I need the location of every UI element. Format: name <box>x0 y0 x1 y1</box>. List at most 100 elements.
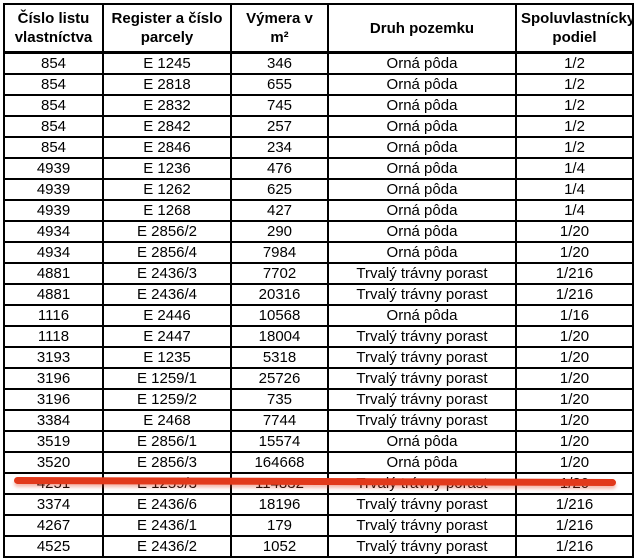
cell-cislo-listu-vlastnictva: 3384 <box>3 409 104 432</box>
cell-vymera-v-m2: 234 <box>230 136 329 159</box>
cell-cislo-listu-vlastnictva: 4267 <box>3 514 104 537</box>
cell-cislo-listu-vlastnictva: 4251 <box>3 472 104 495</box>
cell-vymera-v-m2: 625 <box>230 178 329 201</box>
cell-spoluvlastnicky-podiel: 1/16 <box>515 304 634 327</box>
cell-register-a-cislo-parcely: E 2447 <box>102 325 232 348</box>
cell-spoluvlastnicky-podiel: 1/216 <box>515 535 634 558</box>
cell-vymera-v-m2: 15574 <box>230 430 329 453</box>
cell-vymera-v-m2: 20316 <box>230 283 329 306</box>
cell-spoluvlastnicky-podiel: 1/4 <box>515 199 634 222</box>
cell-vymera-v-m2: 7702 <box>230 262 329 285</box>
cell-spoluvlastnicky-podiel: 1/2 <box>515 136 634 159</box>
table-row: 3193 E 1235 5318 Trvalý trávny porast 1/… <box>3 346 634 369</box>
ownership-table: Číslo listu vlastníctva Register a číslo… <box>3 3 634 558</box>
cell-druh-pozemku: Trvalý trávny porast <box>327 367 517 390</box>
cell-cislo-listu-vlastnictva: 4525 <box>3 535 104 558</box>
cell-register-a-cislo-parcely: E 2856/1 <box>102 430 232 453</box>
cell-druh-pozemku: Trvalý trávny porast <box>327 514 517 537</box>
cell-spoluvlastnicky-podiel: 1/4 <box>515 157 634 180</box>
cell-spoluvlastnicky-podiel: 1/2 <box>515 73 634 96</box>
table-header: Číslo listu vlastníctva Register a číslo… <box>3 3 634 54</box>
cell-druh-pozemku: Orná pôda <box>327 73 517 96</box>
table-body: 854 E 1245 346 Orná pôda 1/2 854 E 2818 … <box>3 51 634 558</box>
cell-druh-pozemku: Trvalý trávny porast <box>327 346 517 369</box>
cell-vymera-v-m2: 25726 <box>230 367 329 390</box>
cell-cislo-listu-vlastnictva: 3374 <box>3 493 104 516</box>
cell-cislo-listu-vlastnictva: 1118 <box>3 325 104 348</box>
cell-druh-pozemku: Orná pôda <box>327 199 517 222</box>
table-row: 3196 E 1259/1 25726 Trvalý trávny porast… <box>3 367 634 390</box>
cell-cislo-listu-vlastnictva: 3520 <box>3 451 104 474</box>
table-row: 3196 E 1259/2 735 Trvalý trávny porast 1… <box>3 388 634 411</box>
col-header-register-a-cislo-parcely: Register a číslo parcely <box>102 3 232 54</box>
cell-cislo-listu-vlastnictva: 854 <box>3 115 104 138</box>
cell-vymera-v-m2: 655 <box>230 73 329 96</box>
table-row: 3384 E 2468 7744 Trvalý trávny porast 1/… <box>3 409 634 432</box>
cell-vymera-v-m2: 10568 <box>230 304 329 327</box>
cell-spoluvlastnicky-podiel: 1/216 <box>515 262 634 285</box>
cell-spoluvlastnicky-podiel: 1/20 <box>515 409 634 432</box>
cell-register-a-cislo-parcely: E 2436/1 <box>102 514 232 537</box>
cell-vymera-v-m2: 745 <box>230 94 329 117</box>
cell-vymera-v-m2: 18004 <box>230 325 329 348</box>
table-row: 4939 E 1236 476 Orná pôda 1/4 <box>3 157 634 180</box>
cell-spoluvlastnicky-podiel: 1/20 <box>515 430 634 453</box>
cell-register-a-cislo-parcely: E 2818 <box>102 73 232 96</box>
table-row: 854 E 2846 234 Orná pôda 1/2 <box>3 136 634 159</box>
cell-druh-pozemku: Orná pôda <box>327 241 517 264</box>
cell-druh-pozemku: Trvalý trávny porast <box>327 409 517 432</box>
cell-spoluvlastnicky-podiel: 1/20 <box>515 472 634 495</box>
cell-cislo-listu-vlastnictva: 1116 <box>3 304 104 327</box>
cell-druh-pozemku: Trvalý trávny porast <box>327 493 517 516</box>
cell-druh-pozemku: Trvalý trávny porast <box>327 535 517 558</box>
cell-register-a-cislo-parcely: E 2842 <box>102 115 232 138</box>
table-row: 3519 E 2856/1 15574 Orná pôda 1/20 <box>3 430 634 453</box>
cell-druh-pozemku: Trvalý trávny porast <box>327 283 517 306</box>
cell-vymera-v-m2: 257 <box>230 115 329 138</box>
cell-cislo-listu-vlastnictva: 854 <box>3 136 104 159</box>
cell-register-a-cislo-parcely: E 2856/3 <box>102 451 232 474</box>
cell-spoluvlastnicky-podiel: 1/20 <box>515 346 634 369</box>
cell-vymera-v-m2: 476 <box>230 157 329 180</box>
cell-register-a-cislo-parcely: E 2468 <box>102 409 232 432</box>
cell-register-a-cislo-parcely: E 2856/4 <box>102 241 232 264</box>
cell-cislo-listu-vlastnictva: 854 <box>3 51 104 75</box>
cell-spoluvlastnicky-podiel: 1/4 <box>515 178 634 201</box>
cell-register-a-cislo-parcely: E 2446 <box>102 304 232 327</box>
table-row: 854 E 2818 655 Orná pôda 1/2 <box>3 73 634 96</box>
table-row: 4267 E 2436/1 179 Trvalý trávny porast 1… <box>3 514 634 537</box>
cell-vymera-v-m2: 735 <box>230 388 329 411</box>
cell-cislo-listu-vlastnictva: 3519 <box>3 430 104 453</box>
table-row: 4934 E 2856/4 7984 Orná pôda 1/20 <box>3 241 634 264</box>
table-row: 4525 E 2436/2 1052 Trvalý trávny porast … <box>3 535 634 558</box>
cell-cislo-listu-vlastnictva: 4939 <box>3 178 104 201</box>
table-row: 854 E 1245 346 Orná pôda 1/2 <box>3 51 634 75</box>
cell-register-a-cislo-parcely: E 2436/4 <box>102 283 232 306</box>
cell-druh-pozemku: Orná pôda <box>327 304 517 327</box>
cell-register-a-cislo-parcely: E 1235 <box>102 346 232 369</box>
table-row: 854 E 2842 257 Orná pôda 1/2 <box>3 115 634 138</box>
cell-register-a-cislo-parcely: E 1236 <box>102 157 232 180</box>
cell-druh-pozemku: Orná pôda <box>327 115 517 138</box>
cell-cislo-listu-vlastnictva: 4939 <box>3 157 104 180</box>
cell-vymera-v-m2: 114832 <box>230 472 329 495</box>
table-row: 4939 E 1268 427 Orná pôda 1/4 <box>3 199 634 222</box>
cell-druh-pozemku: Trvalý trávny porast <box>327 262 517 285</box>
cell-spoluvlastnicky-podiel: 1/216 <box>515 493 634 516</box>
cell-vymera-v-m2: 164668 <box>230 451 329 474</box>
table-row: 1116 E 2446 10568 Orná pôda 1/16 <box>3 304 634 327</box>
table-row: 4881 E 2436/3 7702 Trvalý trávny porast … <box>3 262 634 285</box>
table-row: 4881 E 2436/4 20316 Trvalý trávny porast… <box>3 283 634 306</box>
cell-cislo-listu-vlastnictva: 854 <box>3 94 104 117</box>
cell-register-a-cislo-parcely: E 2832 <box>102 94 232 117</box>
col-header-cislo-listu-vlastnictva: Číslo listu vlastníctva <box>3 3 104 54</box>
cell-druh-pozemku: Orná pôda <box>327 220 517 243</box>
cell-vymera-v-m2: 1052 <box>230 535 329 558</box>
col-header-druh-pozemku: Druh pozemku <box>327 3 517 54</box>
cell-vymera-v-m2: 427 <box>230 199 329 222</box>
cell-register-a-cislo-parcely: E 1259/3 <box>102 472 232 495</box>
cell-register-a-cislo-parcely: E 2846 <box>102 136 232 159</box>
cell-register-a-cislo-parcely: E 2436/6 <box>102 493 232 516</box>
cell-druh-pozemku: Trvalý trávny porast <box>327 472 517 495</box>
cell-vymera-v-m2: 5318 <box>230 346 329 369</box>
